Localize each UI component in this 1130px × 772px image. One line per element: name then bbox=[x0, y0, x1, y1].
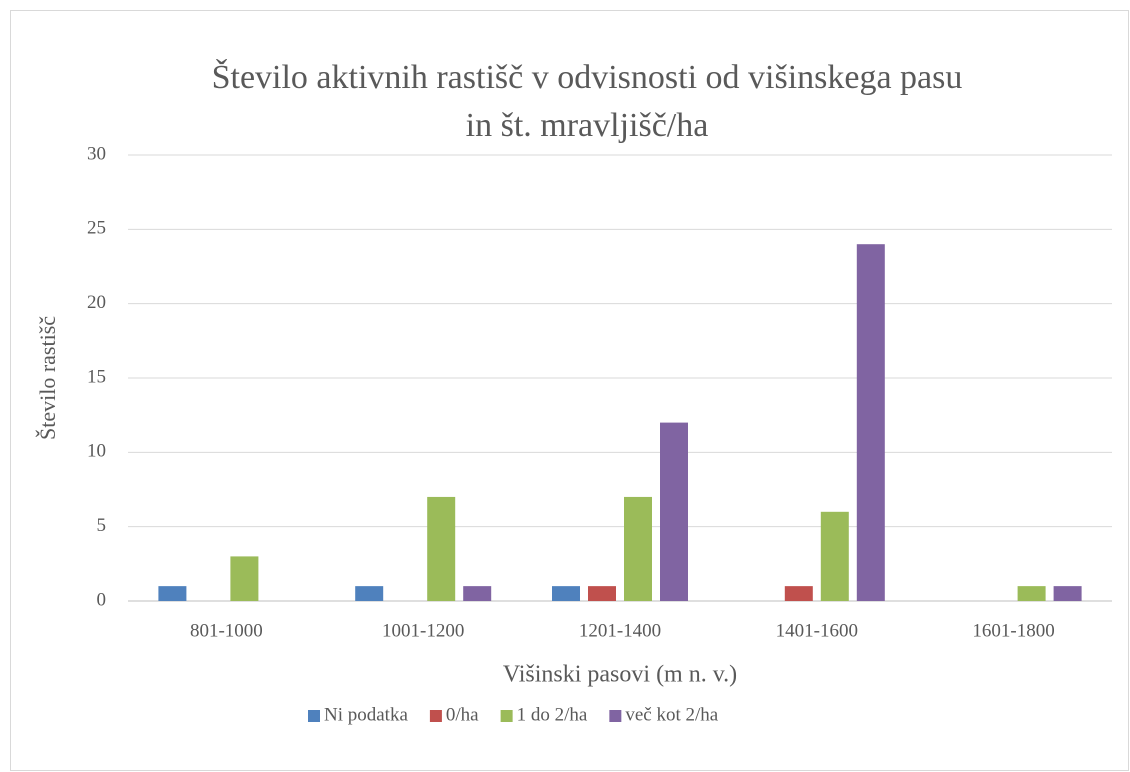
legend-swatch bbox=[609, 710, 622, 722]
bar bbox=[355, 586, 384, 601]
bar bbox=[624, 496, 652, 601]
x-tick-label: 1201-1400 bbox=[579, 620, 661, 641]
legend-swatch bbox=[429, 710, 442, 722]
legend-swatch bbox=[308, 710, 320, 722]
legend-label: 1 do 2/ha bbox=[517, 704, 588, 725]
chart-title: Število aktivnih rastišč v odvisnosti od… bbox=[212, 58, 963, 96]
bar bbox=[463, 586, 492, 601]
chart-title: in št. mravljišč/ha bbox=[466, 107, 709, 144]
y-tick-label: 25 bbox=[87, 218, 106, 239]
bar bbox=[552, 586, 580, 601]
legend-label: Ni podatka bbox=[324, 704, 408, 725]
legend-swatch bbox=[500, 710, 513, 722]
bar bbox=[660, 422, 688, 601]
x-tick-label: 1001-1200 bbox=[382, 620, 464, 641]
x-tick-label: 801-1000 bbox=[190, 620, 263, 641]
bar bbox=[427, 496, 456, 601]
bar bbox=[588, 586, 616, 601]
x-axis-title: Višinski pasovi (m n. v.) bbox=[503, 662, 737, 688]
y-tick-label: 0 bbox=[97, 589, 107, 610]
bar bbox=[1053, 586, 1082, 601]
y-axis-title: Število rastišč bbox=[35, 316, 60, 440]
legend-label: 0/ha bbox=[446, 704, 479, 725]
bar bbox=[820, 511, 849, 601]
chart-border bbox=[10, 10, 1129, 771]
legend-label: več kot 2/ha bbox=[625, 704, 718, 725]
y-tick-label: 20 bbox=[87, 292, 106, 313]
bar bbox=[230, 556, 259, 601]
bar bbox=[158, 586, 187, 601]
x-tick-label: 1601-1800 bbox=[972, 620, 1054, 641]
y-tick-label: 30 bbox=[87, 143, 106, 164]
y-tick-label: 10 bbox=[87, 441, 106, 462]
bar bbox=[1017, 586, 1046, 601]
y-tick-label: 5 bbox=[97, 515, 107, 536]
bar bbox=[856, 244, 885, 601]
bar bbox=[784, 586, 813, 601]
y-tick-label: 15 bbox=[87, 366, 106, 387]
x-tick-label: 1401-1600 bbox=[776, 620, 858, 641]
